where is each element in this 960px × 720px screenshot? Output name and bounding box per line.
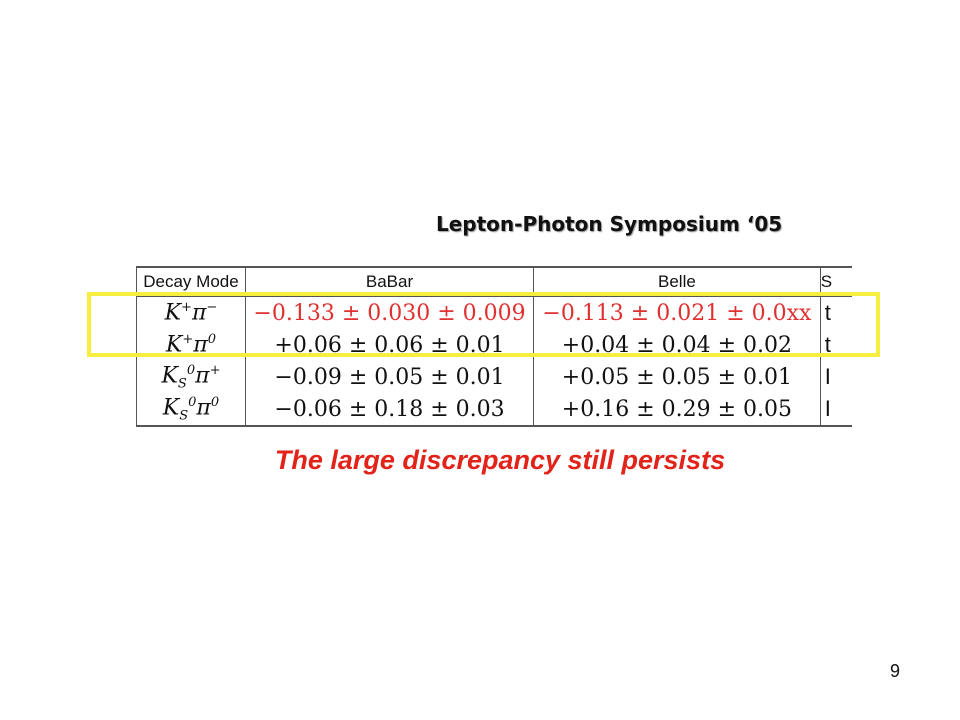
belle-value-cell: +0.05 ± 0.05 ± 0.01 <box>533 361 821 393</box>
decay-mode-pion-charge: 0 <box>207 332 217 348</box>
results-table-image: Decay Mode BaBar Belle S K+π− −0.133 ± 0.… <box>136 266 852 428</box>
belle-value-cell: −0.113 ± 0.021 ± 0.0xx <box>533 296 821 329</box>
babar-value-cell: −0.133 ± 0.030 ± 0.009 <box>244 296 534 329</box>
decay-mode-pion: π <box>196 394 211 420</box>
table-row: K+π− −0.133 ± 0.030 ± 0.009 −0.113 ± 0.021… <box>136 296 852 329</box>
extra-cell: I <box>819 361 852 393</box>
decay-mode-cell: K+π− <box>136 296 246 329</box>
decay-mode-cell: KS0π+ <box>136 361 246 393</box>
asymmetry-table: Decay Mode BaBar Belle S K+π− −0.133 ± 0.… <box>136 266 852 427</box>
table-header-row: Decay Mode BaBar Belle S <box>136 266 852 297</box>
table-body: K+π− −0.133 ± 0.030 ± 0.009 −0.113 ± 0.021… <box>136 296 852 427</box>
decay-mode-particle: K <box>162 394 180 420</box>
decay-mode-pion-charge: − <box>206 300 218 316</box>
caption-text: The large discrepancy still persists <box>274 445 726 475</box>
extra-cell: t <box>819 296 852 329</box>
slide-heading: Lepton-Photon Symposium ‘05 <box>436 212 783 236</box>
decay-mode-pion: π <box>195 362 210 388</box>
header-belle: Belle <box>533 266 821 297</box>
extra-cell: I <box>819 393 852 427</box>
babar-value-cell: −0.09 ± 0.05 ± 0.01 <box>244 361 534 393</box>
page-number: 9 <box>889 661 900 681</box>
decay-mode-superscript: 0 <box>188 394 197 410</box>
table-row: KS0π+ −0.09 ± 0.05 ± 0.01 +0.05 ± 0.05 ± 0… <box>136 361 852 393</box>
decay-mode-cell: KS0π0 <box>136 393 246 427</box>
decay-mode-particle: K <box>164 300 182 326</box>
header-extra: S <box>819 266 852 297</box>
decay-mode-subscript: S <box>179 408 189 424</box>
decay-mode-superscript: + <box>181 300 192 316</box>
decay-mode-superscript: + <box>182 332 194 348</box>
belle-value-cell: +0.16 ± 0.29 ± 0.05 <box>533 393 821 427</box>
decay-mode-pion-charge: + <box>209 362 221 378</box>
decay-mode-pion: π <box>191 300 207 326</box>
header-babar: BaBar <box>244 266 534 297</box>
decay-mode-particle: K <box>161 362 178 388</box>
table-row: KS0π0 −0.06 ± 0.18 ± 0.03 +0.16 ± 0.29 ± 0… <box>136 393 852 427</box>
decay-mode-subscript: S <box>177 376 187 392</box>
decay-mode-pion-charge: 0 <box>210 394 220 410</box>
header-decay-mode: Decay Mode <box>136 266 246 297</box>
decay-mode-superscript: 0 <box>186 362 196 378</box>
decay-mode-pion: π <box>193 332 208 358</box>
decay-mode-particle: K <box>165 332 183 358</box>
highlight-box <box>87 292 880 357</box>
babar-value-cell: −0.06 ± 0.18 ± 0.03 <box>244 393 534 427</box>
